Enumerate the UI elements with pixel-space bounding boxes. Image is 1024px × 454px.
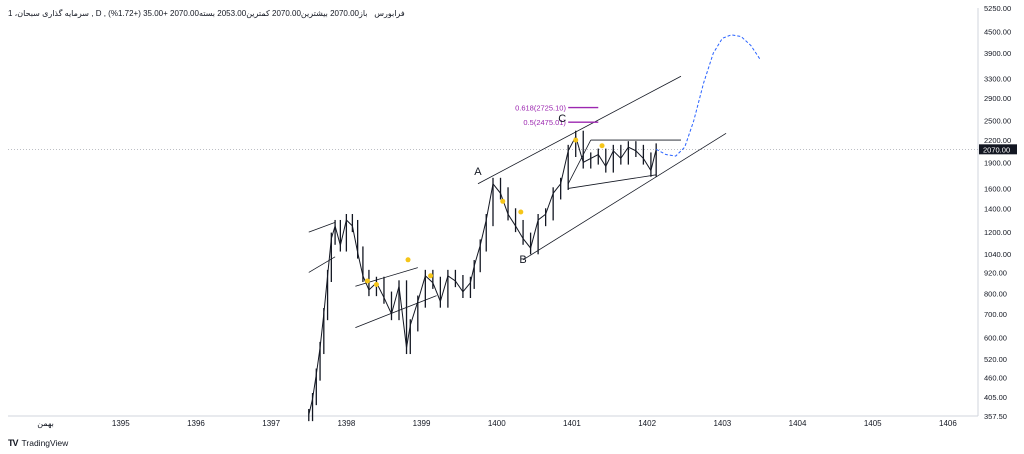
price-series [308, 130, 657, 422]
x-tick-label: 1401 [563, 419, 581, 428]
price-badge-label: 2070.00 [983, 145, 1010, 154]
y-tick-label: 5250.00 [984, 4, 1011, 13]
y-tick-label: 520.00 [984, 355, 1007, 364]
y-tick-label: 1200.00 [984, 228, 1011, 237]
signal-marker [364, 278, 370, 284]
signal-markers [364, 137, 605, 287]
y-tick-label: 1900.00 [984, 158, 1011, 167]
x-tick-label: 1399 [413, 419, 431, 428]
trend-line [355, 267, 418, 287]
x-tick-label: 1404 [789, 419, 807, 428]
signal-marker [500, 198, 506, 204]
x-tick-label: 1402 [638, 419, 656, 428]
y-axis: 5250.00 4500.00 3900.00 3300.00 2900.00 2500.… [979, 4, 1017, 421]
close-value: 2070.00 [170, 9, 199, 18]
y-tick-label: 3900.00 [984, 49, 1011, 58]
wave-label: C [558, 113, 566, 125]
open-value: 2070.00 [330, 9, 359, 18]
signal-marker [518, 209, 524, 215]
x-tick-label: 1398 [337, 419, 355, 428]
x-tick-label: 1405 [864, 419, 882, 428]
y-tick-label: 600.00 [984, 333, 1007, 342]
price-badge [979, 144, 1017, 155]
x-tick-label: 1400 [488, 419, 506, 428]
tradingview-brand[interactable]: TV TradingView [8, 438, 68, 448]
wave-label: B [519, 254, 526, 266]
x-tick-label: 1395 [112, 419, 130, 428]
projection-path [655, 34, 761, 157]
fib-label: 0.5(2475.01) [523, 118, 566, 127]
x-tick-label: بهمن [37, 419, 54, 428]
signal-marker [599, 143, 605, 149]
symbol-name: سرمایه گذاری سبحان، 1 [8, 9, 90, 18]
trend-line [567, 139, 592, 184]
trend-line [522, 132, 727, 261]
signal-marker [428, 273, 434, 279]
fib-levels: 0.618(2725.10) 0.5(2475.01) [515, 104, 599, 127]
axis-frame [8, 8, 979, 417]
x-tick-label: 1397 [262, 419, 280, 428]
projection-line [655, 34, 761, 157]
y-tick-label: 405.00 [984, 393, 1007, 402]
y-tick-label: 2900.00 [984, 94, 1011, 103]
chart-header: سرمایه گذاری سبحان، 1 , D , فرابورس باز2… [8, 9, 405, 18]
y-tick-label: 700.00 [984, 310, 1007, 319]
y-tick-label: 4500.00 [984, 27, 1011, 36]
signal-marker [405, 257, 411, 263]
y-tick-label: 800.00 [984, 290, 1007, 299]
y-tick-label: 1600.00 [984, 184, 1011, 193]
trend-line [568, 174, 657, 189]
y-tick-label: 357.50 [984, 412, 1007, 421]
wave-label: A [474, 166, 482, 178]
fib-label: 0.618(2725.10) [515, 104, 566, 113]
x-axis: بهمن 1395 1396 1397 1398 1399 1400 1401 1402 1403… [37, 419, 957, 428]
exchange: فرابورس [374, 9, 405, 18]
trend-lines [308, 75, 727, 328]
x-tick-label: 1396 [187, 419, 205, 428]
open-label: باز [359, 9, 368, 18]
signal-marker [373, 281, 379, 287]
trend-line [355, 295, 437, 328]
tradingview-logo-icon: TV [8, 438, 18, 448]
wave-labels: A B C [474, 113, 566, 266]
low-label: کمترین [246, 9, 270, 18]
x-tick-label: 1403 [713, 419, 731, 428]
trend-line [477, 75, 682, 185]
interval: D [95, 9, 102, 18]
y-tick-label: 1040.00 [984, 250, 1011, 259]
y-tick-label: 920.00 [984, 268, 1007, 277]
price-line [308, 135, 657, 416]
y-tick-label: 3300.00 [984, 75, 1011, 84]
high-label: بیشترین [300, 9, 328, 18]
y-tick-label: 2500.00 [984, 117, 1011, 126]
x-tick-label: 1406 [939, 419, 957, 428]
y-tick-label: 2200.00 [984, 136, 1011, 145]
close-label: بسته [198, 9, 216, 18]
y-tick-label: 460.00 [984, 374, 1007, 383]
brand-name: TradingView [21, 438, 69, 448]
y-tick-label: 1400.00 [984, 205, 1011, 214]
trend-line [308, 221, 336, 233]
signal-marker [573, 137, 579, 143]
change-value: +35.00 (+1.72%) [108, 9, 168, 18]
low-value: 2053.00 [217, 9, 247, 18]
high-value: 2070.00 [272, 9, 301, 18]
